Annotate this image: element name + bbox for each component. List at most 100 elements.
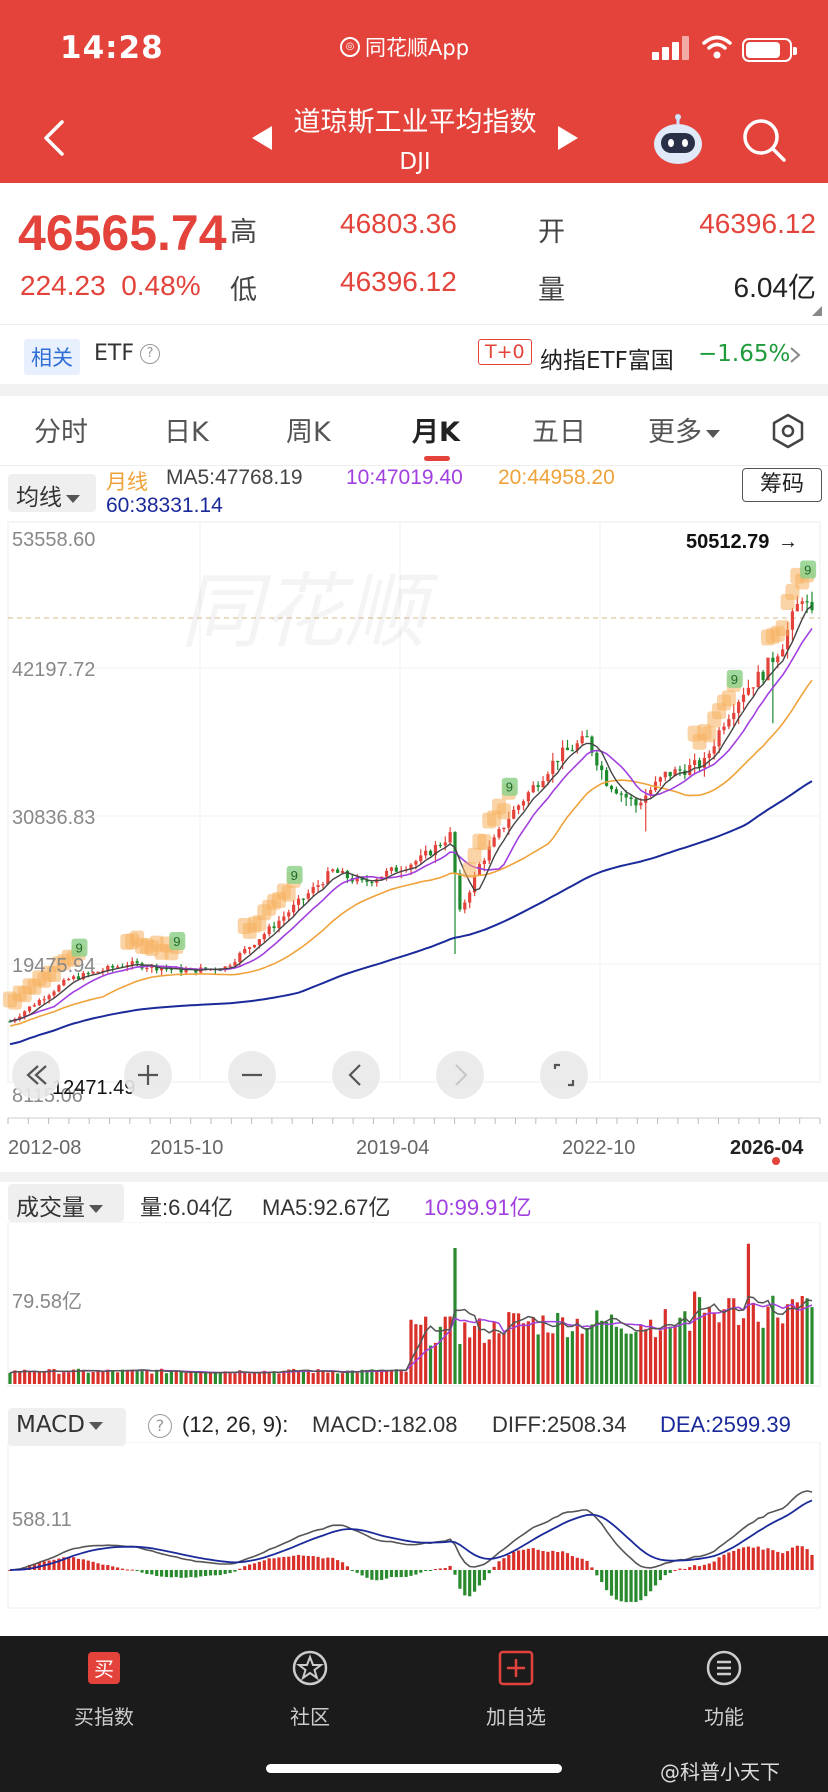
chevron-left-icon[interactable] — [332, 1051, 380, 1099]
volume-bar — [164, 1373, 169, 1384]
tab-intraday[interactable]: 分时 — [34, 417, 88, 448]
nine-badge-label: 9 — [506, 780, 513, 795]
watermark-logo: 同花顺 — [180, 567, 439, 658]
related-etf-row[interactable]: 相关 ETF? T+0 纳指ETF富国 −1.65% — [0, 324, 828, 384]
volume-chart[interactable]: 79.58亿 — [0, 1222, 828, 1388]
tab-daily-k[interactable]: 日K — [164, 417, 209, 448]
next-index-icon[interactable] — [558, 126, 578, 150]
volume-bar — [394, 1369, 398, 1384]
macd-histogram-bar — [781, 1553, 785, 1570]
macd-histogram-bar — [766, 1548, 770, 1570]
candle-body — [600, 765, 604, 771]
volume-bar — [243, 1372, 247, 1384]
help-icon[interactable]: ? — [140, 344, 160, 364]
volume-bar — [795, 1302, 799, 1384]
volume-label: 量 — [538, 275, 565, 306]
etf-name[interactable]: 纳指ETF富国 — [540, 348, 674, 374]
fullscreen-icon[interactable] — [540, 1051, 588, 1099]
nav-add-watchlist[interactable]: 加自选 — [456, 1648, 576, 1730]
ma10-line — [9, 627, 813, 1023]
volume-bar — [159, 1368, 164, 1384]
tab-monthly-k[interactable]: 月K — [412, 417, 460, 448]
volume-selector[interactable]: 成交量 — [8, 1184, 124, 1222]
period-tabs: 分时 日K 周K 月K 五日 更多 — [0, 396, 828, 466]
app-logo-icon: ◎ — [340, 37, 360, 57]
nav-community[interactable]: 社区 — [250, 1648, 370, 1730]
volume-bar — [693, 1291, 697, 1384]
candle-body — [218, 969, 222, 972]
candle-body — [482, 860, 486, 865]
macd-histogram-bar — [658, 1570, 663, 1581]
chevron-right-icon[interactable] — [436, 1051, 484, 1099]
zoom-out-icon[interactable] — [228, 1051, 276, 1099]
macd-histogram-bar — [683, 1568, 687, 1570]
volume-bar — [150, 1373, 154, 1384]
zoom-in-icon[interactable] — [124, 1051, 172, 1099]
macd-histogram-bar — [350, 1570, 354, 1571]
tab-more[interactable]: 更多 — [648, 410, 720, 449]
nav-add-label: 加自选 — [486, 1705, 546, 1729]
volume-bar — [101, 1370, 105, 1384]
volume-bar — [71, 1369, 76, 1384]
page-title: 道琼斯工业平均指数 — [293, 107, 537, 138]
volume-bar — [296, 1371, 301, 1384]
settings-hex-icon[interactable] — [770, 412, 806, 450]
tab-five-day[interactable]: 五日 — [532, 417, 586, 448]
tab-weekly-k[interactable]: 周K — [286, 417, 331, 448]
volume-bar — [433, 1342, 438, 1384]
status-time: 14:28 — [60, 30, 164, 66]
chevrons-left-icon[interactable] — [12, 1051, 60, 1099]
watermark-text: @科普小天下 — [660, 1760, 780, 1784]
kline-chart[interactable]: 同花顺 9 9 9 9 9 9 53558.60 42197.72 30836.83 19… — [0, 520, 828, 1120]
candle-body — [732, 712, 736, 720]
section-divider — [0, 384, 828, 396]
volume-bar — [18, 1372, 22, 1384]
candle-body — [487, 846, 491, 861]
candle-body — [751, 687, 755, 689]
macd-chart[interactable]: 588.11 — [0, 1442, 828, 1610]
candle-body — [277, 920, 281, 929]
candle-body — [115, 966, 120, 968]
macd-histogram-bar — [673, 1569, 677, 1571]
volume-bar — [419, 1324, 423, 1384]
prev-index-icon[interactable] — [252, 126, 272, 150]
candle-body — [497, 829, 501, 838]
y-axis-label: 30836.83 — [12, 807, 95, 829]
low-label: 低 — [230, 275, 257, 306]
assistant-robot-icon[interactable] — [652, 114, 704, 166]
macd-histogram-bar — [746, 1546, 751, 1570]
macd-histogram-bar — [688, 1567, 692, 1570]
volume-bar — [287, 1369, 291, 1384]
ma60-value: 60:38331.14 — [106, 494, 223, 517]
back-icon[interactable] — [40, 118, 68, 158]
volume-bar — [267, 1372, 271, 1384]
volume-bar — [282, 1370, 286, 1384]
macd-selector[interactable]: MACD — [8, 1408, 126, 1446]
macd-help-icon[interactable]: ? — [148, 1414, 172, 1438]
tool-button-bg — [540, 1051, 588, 1099]
macd-histogram-bar — [707, 1563, 711, 1570]
volume-bar — [634, 1331, 638, 1384]
macd-histogram-bar — [306, 1555, 310, 1570]
macd-histogram-bar — [340, 1562, 345, 1570]
candle-body — [71, 976, 76, 979]
volume-bar — [477, 1318, 482, 1384]
ma-selector[interactable]: 均线 — [8, 474, 96, 512]
macd-histogram-bar — [580, 1558, 584, 1570]
nav-buy-index[interactable]: 买 买指数 — [44, 1648, 164, 1730]
candle-body — [428, 850, 433, 856]
volume-bar — [292, 1368, 296, 1384]
volume-bar — [482, 1342, 486, 1384]
macd-histogram-bar — [551, 1550, 555, 1570]
search-icon[interactable] — [740, 116, 788, 164]
macd-histogram-bar — [257, 1561, 262, 1570]
count-badge — [775, 620, 790, 637]
expand-corner-icon[interactable] — [812, 306, 822, 316]
chevron-right-icon[interactable] — [788, 345, 802, 365]
chip-distribution-button[interactable]: 筹码 — [742, 468, 822, 502]
nav-functions[interactable]: 功能 — [664, 1648, 784, 1730]
macd-histogram-bar — [512, 1551, 516, 1570]
macd-histogram-bar — [453, 1570, 457, 1575]
high-value: 46803.36 — [340, 208, 457, 239]
tool-button-bg — [436, 1051, 484, 1099]
